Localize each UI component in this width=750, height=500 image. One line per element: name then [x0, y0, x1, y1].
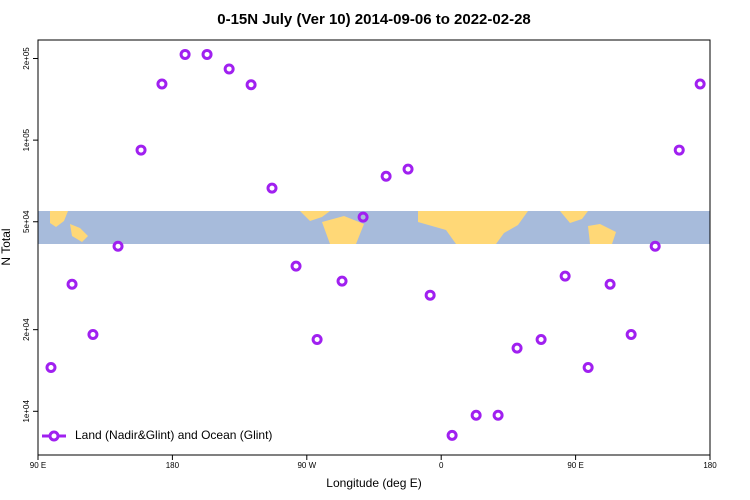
point: [470, 409, 482, 421]
point: [223, 63, 235, 75]
point: [446, 429, 458, 441]
point: [87, 328, 99, 340]
point: [380, 170, 392, 182]
x-tick-label: 180: [703, 461, 717, 470]
point: [245, 79, 257, 91]
map-strip: [38, 211, 710, 244]
x-tick-label: 0: [439, 461, 444, 470]
y-tick-label: 2e+05: [22, 47, 31, 70]
x-tick-label: 90 E: [567, 461, 583, 470]
point: [604, 278, 616, 290]
point: [290, 260, 302, 272]
point: [673, 144, 685, 156]
point: [492, 409, 504, 421]
y-tick-label: 2e+04: [22, 318, 31, 341]
x-tick-label: 90 E: [30, 461, 46, 470]
point: [582, 362, 594, 374]
point: [179, 48, 191, 60]
point: [559, 270, 571, 282]
point: [625, 328, 637, 340]
x-tick-label: 90 W: [297, 461, 316, 470]
legend-label: Land (Nadir&Glint) and Ocean (Glint): [75, 428, 272, 442]
x-tick-label: 180: [166, 461, 180, 470]
point: [511, 342, 523, 354]
point: [135, 144, 147, 156]
point: [357, 211, 369, 223]
point: [694, 78, 706, 90]
point: [201, 48, 213, 60]
point: [112, 240, 124, 252]
point: [156, 78, 168, 90]
point: [424, 289, 436, 301]
y-tick-label: 1e+05: [22, 128, 31, 151]
y-tick-label: 1e+04: [22, 400, 31, 423]
point: [402, 163, 414, 175]
point: [311, 333, 323, 345]
point: [266, 182, 278, 194]
y-axis-label: N Total: [0, 228, 13, 265]
chart-title: 0-15N July (Ver 10) 2014-09-06 to 2022-0…: [217, 11, 531, 28]
point: [336, 275, 348, 287]
point: [66, 278, 78, 290]
point: [45, 362, 57, 374]
y-tick-label: 5e+04: [22, 210, 31, 233]
x-axis-label: Longitude (deg E): [326, 476, 421, 490]
point: [535, 333, 547, 345]
plot-frame: [37, 39, 711, 456]
point: [649, 240, 661, 252]
legend-marker: [48, 430, 60, 442]
